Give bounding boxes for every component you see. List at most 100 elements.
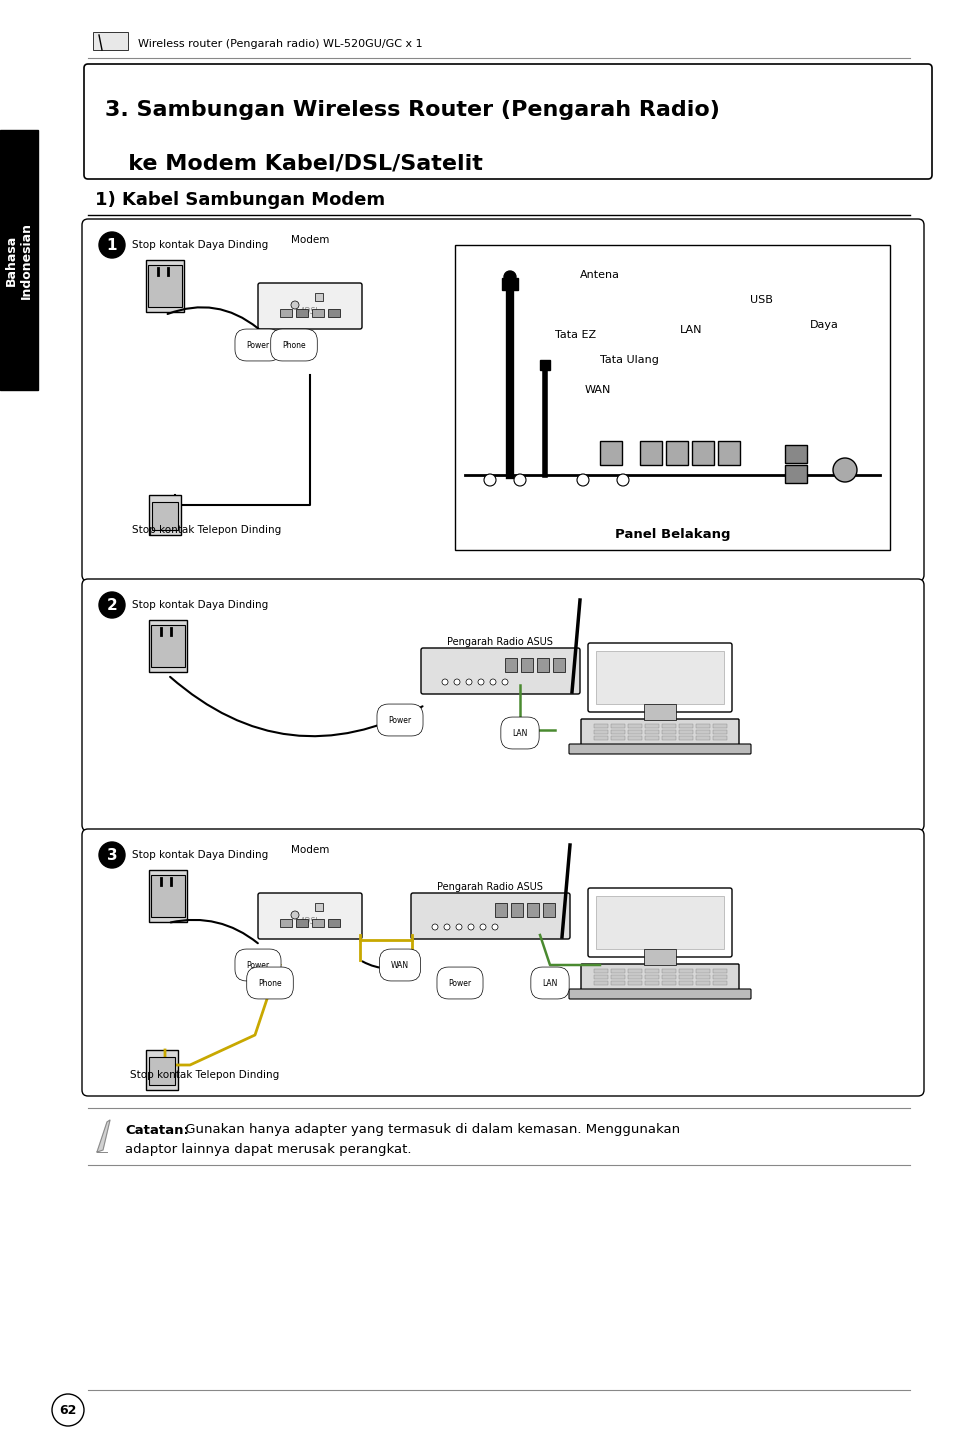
Circle shape: [432, 924, 437, 929]
Bar: [146, 1050, 178, 1090]
Bar: [312, 309, 324, 316]
FancyBboxPatch shape: [82, 829, 923, 1095]
Text: ADSL: ADSL: [299, 916, 320, 925]
Bar: [712, 736, 726, 740]
Text: Daya: Daya: [809, 319, 838, 329]
Text: Phone: Phone: [258, 978, 281, 988]
Text: 2: 2: [107, 597, 117, 613]
FancyBboxPatch shape: [420, 649, 579, 695]
Bar: [661, 736, 676, 740]
Bar: [696, 725, 709, 727]
Bar: [594, 730, 607, 735]
Bar: [661, 969, 676, 972]
Text: Pengarah Radio ASUS: Pengarah Radio ASUS: [436, 882, 542, 892]
Bar: [784, 465, 806, 483]
Bar: [712, 969, 726, 972]
Bar: [696, 981, 709, 985]
Text: Stop kontak Telepon Dinding: Stop kontak Telepon Dinding: [132, 526, 281, 536]
Bar: [712, 725, 726, 727]
Bar: [691, 441, 713, 465]
Bar: [455, 245, 889, 550]
Bar: [149, 495, 181, 536]
Text: 1: 1: [107, 238, 117, 252]
Text: 1) Kabel Sambungan Modem: 1) Kabel Sambungan Modem: [95, 190, 385, 209]
Bar: [501, 278, 517, 291]
Circle shape: [99, 591, 125, 619]
Bar: [610, 736, 624, 740]
Text: Power: Power: [246, 961, 270, 969]
Bar: [280, 919, 292, 927]
Bar: [92, 32, 128, 50]
Bar: [526, 904, 538, 916]
Circle shape: [479, 924, 485, 929]
Bar: [679, 975, 692, 979]
Text: Stop kontak Daya Dinding: Stop kontak Daya Dinding: [132, 241, 268, 251]
Bar: [295, 919, 308, 927]
Circle shape: [441, 679, 448, 684]
Text: WAN: WAN: [391, 961, 409, 969]
Bar: [627, 730, 641, 735]
Text: Bahasa
Indonesian: Bahasa Indonesian: [5, 222, 33, 298]
Circle shape: [577, 474, 588, 485]
Bar: [152, 503, 178, 530]
Bar: [643, 949, 676, 965]
Text: LAN: LAN: [541, 978, 558, 988]
Bar: [504, 657, 517, 672]
Text: Power: Power: [448, 978, 471, 988]
Circle shape: [291, 911, 298, 919]
Text: Antena: Antena: [579, 271, 619, 281]
Bar: [594, 725, 607, 727]
Text: Power: Power: [388, 716, 411, 725]
Bar: [148, 265, 182, 306]
Bar: [314, 904, 323, 911]
Circle shape: [617, 474, 628, 485]
Bar: [639, 441, 661, 465]
Bar: [149, 1057, 174, 1085]
Bar: [679, 736, 692, 740]
Circle shape: [492, 924, 497, 929]
Circle shape: [443, 924, 450, 929]
Text: Stop kontak Daya Dinding: Stop kontak Daya Dinding: [132, 851, 268, 861]
Bar: [594, 736, 607, 740]
Bar: [696, 730, 709, 735]
Bar: [661, 730, 676, 735]
Circle shape: [501, 679, 507, 684]
FancyBboxPatch shape: [84, 64, 931, 179]
Bar: [679, 725, 692, 727]
Bar: [511, 904, 522, 916]
Bar: [627, 725, 641, 727]
Bar: [784, 445, 806, 463]
Text: USB: USB: [749, 295, 772, 305]
Bar: [718, 441, 740, 465]
Bar: [679, 730, 692, 735]
Bar: [643, 705, 676, 720]
Bar: [696, 736, 709, 740]
Bar: [495, 904, 506, 916]
Text: ADSL: ADSL: [299, 306, 320, 315]
FancyBboxPatch shape: [568, 990, 750, 1000]
FancyBboxPatch shape: [82, 579, 923, 831]
Text: Phone: Phone: [282, 341, 306, 349]
Bar: [594, 975, 607, 979]
Bar: [661, 725, 676, 727]
Bar: [610, 730, 624, 735]
Bar: [553, 657, 564, 672]
Bar: [696, 969, 709, 972]
Circle shape: [490, 679, 496, 684]
Text: Pengarah Radio ASUS: Pengarah Radio ASUS: [447, 637, 553, 647]
Bar: [644, 736, 659, 740]
Bar: [610, 969, 624, 972]
Circle shape: [832, 458, 856, 483]
Circle shape: [465, 679, 472, 684]
Bar: [610, 981, 624, 985]
Bar: [644, 730, 659, 735]
Bar: [610, 725, 624, 727]
Bar: [520, 657, 533, 672]
Text: Tata Ulang: Tata Ulang: [599, 355, 659, 365]
FancyBboxPatch shape: [257, 894, 361, 939]
Text: LAN: LAN: [512, 729, 527, 737]
Bar: [665, 441, 687, 465]
Text: Modem: Modem: [291, 235, 329, 245]
Circle shape: [99, 842, 125, 868]
Bar: [627, 969, 641, 972]
